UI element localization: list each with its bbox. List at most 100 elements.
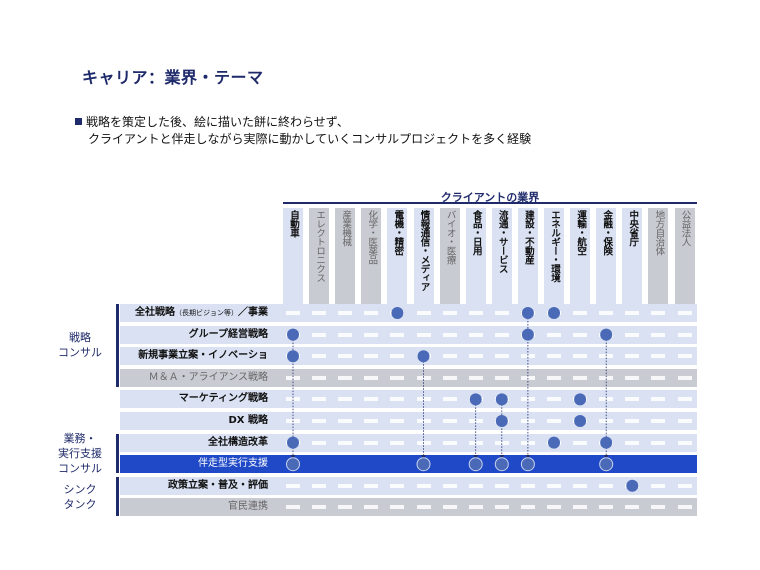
cell-mark [494, 354, 509, 359]
cell-mark [364, 419, 379, 423]
bullet-square-icon [75, 118, 82, 125]
execution-dot [520, 457, 535, 472]
cell-mark [312, 311, 327, 315]
cell-mark [312, 354, 327, 359]
industry-column: 建設・不動産 [517, 208, 538, 306]
cell-mark [651, 354, 666, 359]
bullet-line-1: 戦略を策定した後、絵に描いた餅に終わらせず、 [86, 115, 349, 129]
execution-dot [494, 457, 509, 472]
cell-mark [312, 505, 327, 510]
cell-mark [364, 483, 379, 488]
industry-label: 金融・保険 [601, 210, 613, 255]
cell-mark [338, 505, 353, 510]
industry-label: 中央省庁 [627, 210, 639, 246]
cell-mark [338, 483, 353, 488]
cell-mark [338, 375, 353, 380]
cell-mark [494, 440, 509, 445]
cell-mark [547, 375, 561, 380]
cell-mark [573, 483, 588, 488]
cell-mark [286, 311, 300, 315]
cell-mark [547, 332, 561, 337]
cell-mark [468, 419, 483, 423]
cell-mark [547, 419, 561, 423]
cell-mark [651, 332, 666, 337]
cell-mark [573, 375, 588, 380]
group-label: シンク タンク [44, 482, 116, 512]
experience-dot [600, 436, 613, 449]
cell-mark [625, 375, 640, 380]
industry-column: 運輸・航空 [570, 208, 591, 306]
experience-dot [417, 350, 430, 363]
cell-mark [520, 354, 535, 359]
industry-label: エレクトロニクス [314, 210, 326, 282]
cell-mark [338, 397, 353, 402]
client-header-underline [283, 202, 697, 204]
cell-mark [494, 332, 509, 337]
theme-row: DX 戦略 [120, 412, 697, 430]
cell-mark [468, 311, 483, 315]
group-label-line: コンサル [58, 461, 102, 475]
cell-mark [468, 375, 483, 380]
cell-mark [599, 483, 614, 488]
cell-mark [494, 505, 509, 510]
cell-mark [677, 419, 692, 423]
theme-row: Ｍ＆Ａ・アライアンス戦略 [120, 368, 697, 387]
cell-mark [286, 375, 300, 380]
cell-mark [625, 440, 640, 445]
theme-label: DX 戦略 [228, 415, 269, 426]
group-label-line: シンク [63, 482, 97, 496]
cell-mark [677, 505, 692, 510]
experience-dot [521, 328, 534, 341]
group-label-line: 戦略 [69, 331, 91, 345]
industry-column: 情報通信・メディア [413, 208, 434, 306]
cell-mark [573, 311, 588, 315]
theme-label: 全社構造改革 [208, 436, 268, 448]
theme-row: 政策立案・普及・評価 [120, 476, 697, 495]
cell-mark [677, 483, 692, 488]
bullet-text: 戦略を策定した後、絵に描いた餅に終わらせず、 クライアントと伴走しながら実際に動… [75, 114, 531, 148]
theme-label-main: 全社戦略 [135, 307, 175, 318]
cell-mark [286, 505, 300, 510]
cell-mark [651, 505, 666, 510]
cell-mark [338, 354, 353, 359]
cell-mark [651, 419, 666, 423]
cell-mark [625, 311, 640, 315]
execution-dot [599, 457, 614, 472]
theme-label: 政策立案・普及・評価 [168, 479, 268, 491]
experience-dot [574, 415, 587, 427]
execution-dot [468, 457, 483, 472]
experience-dot [574, 393, 587, 406]
industry-label: 建設・不動産 [522, 210, 534, 264]
cell-mark [338, 440, 353, 445]
cell-mark [338, 419, 353, 423]
industry-label: 化学・医薬品 [366, 210, 378, 264]
cell-mark [442, 483, 457, 488]
cell-mark [338, 311, 353, 315]
cell-mark [573, 505, 588, 510]
industry-column: 地方自治体 [648, 208, 669, 306]
theme-row: 新規事業立案・イノベーショ [120, 347, 697, 366]
cell-mark [547, 354, 561, 359]
cell-mark [468, 354, 483, 359]
theme-label-tail: ／事業 [238, 307, 268, 318]
cell-mark [677, 397, 692, 402]
cell-mark [390, 505, 405, 510]
experience-dot [626, 479, 639, 492]
cell-mark [364, 375, 379, 380]
cell-mark [390, 419, 405, 423]
cell-mark [625, 354, 640, 359]
industry-column: 公益法人 [674, 208, 695, 306]
cell-mark [442, 505, 457, 510]
cell-mark [547, 505, 561, 510]
industry-column: 化学・医薬品 [361, 208, 382, 306]
group-bracket [116, 433, 119, 474]
industry-label: 地方自治体 [653, 210, 665, 255]
group-label-line: 実行支援 [58, 446, 102, 460]
industry-label: エネルギー・環境 [549, 210, 560, 282]
cell-mark [468, 440, 483, 445]
group-bracket [116, 304, 119, 387]
cell-mark [286, 483, 300, 488]
experience-dot [495, 393, 508, 406]
industry-column: 食品・日用 [465, 208, 486, 306]
execution-dot [416, 457, 431, 472]
